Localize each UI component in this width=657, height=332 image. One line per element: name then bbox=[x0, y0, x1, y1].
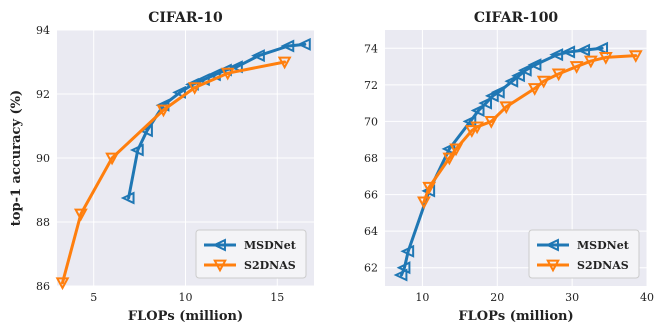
data-point-s2dnas bbox=[220, 67, 235, 81]
x-tick-label: 40 bbox=[640, 291, 654, 304]
data-point-s2dnas bbox=[442, 152, 457, 166]
data-point-s2dnas bbox=[277, 56, 292, 70]
legend-swatch-marker bbox=[545, 238, 559, 252]
data-point-s2dnas bbox=[422, 181, 437, 195]
data-point-msdnet bbox=[490, 85, 505, 99]
y-tick-label: 72 bbox=[364, 79, 378, 92]
data-point-s2dnas bbox=[156, 104, 171, 118]
y-tick-label: 70 bbox=[364, 115, 378, 128]
x-axis-title: FLOPs (million) bbox=[128, 309, 243, 324]
data-point-s2dnas bbox=[484, 116, 499, 129]
data-point-msdnet bbox=[120, 191, 135, 205]
data-point-msdnet bbox=[396, 261, 411, 275]
data-point-msdnet bbox=[527, 58, 542, 72]
legend-swatch-marker bbox=[213, 259, 227, 273]
chart-panel-0: 5 10 15 86 88 90 92 94 CIFAR-10 FLOPs (million) to… bbox=[9, 10, 314, 324]
chart-title: CIFAR-10 bbox=[148, 10, 223, 26]
y-tick-label: 86 bbox=[36, 280, 50, 293]
data-point-msdnet bbox=[296, 37, 311, 51]
legend-label-msdnet: MSDNet bbox=[244, 239, 297, 252]
x-tick-label: 20 bbox=[490, 291, 504, 304]
data-point-s2dnas bbox=[536, 75, 551, 89]
x-axis-title: FLOPs (million) bbox=[458, 309, 573, 324]
series-line-s2dnas bbox=[61, 60, 287, 285]
legend-label-msdnet: MSDNet bbox=[577, 239, 630, 252]
data-point-s2dnas bbox=[449, 143, 464, 157]
x-tick-label: 15 bbox=[270, 291, 284, 304]
legend-label-s2dnas: S2DNAS bbox=[244, 259, 296, 272]
y-tick-label: 90 bbox=[36, 152, 50, 165]
data-point-s2dnas bbox=[73, 208, 88, 222]
data-point-msdnet bbox=[470, 103, 485, 117]
y-tick-label: 92 bbox=[36, 88, 50, 101]
data-point-msdnet bbox=[139, 124, 153, 138]
data-point-s2dnas bbox=[499, 101, 514, 115]
data-point-msdnet bbox=[517, 63, 532, 77]
legend-swatch-marker bbox=[212, 238, 226, 252]
data-point-msdnet bbox=[207, 68, 221, 82]
data-point-msdnet bbox=[484, 89, 499, 103]
data-point-s2dnas bbox=[527, 83, 542, 96]
data-point-s2dnas bbox=[470, 121, 484, 135]
x-tick-label: 10 bbox=[179, 291, 193, 304]
series-line-s2dnas bbox=[422, 54, 638, 204]
data-point-msdnet bbox=[462, 114, 477, 128]
data-point-msdnet bbox=[549, 48, 564, 62]
y-tick-label: 64 bbox=[364, 225, 378, 238]
chart-title: CIFAR-100 bbox=[474, 10, 559, 26]
data-point-s2dnas bbox=[569, 61, 584, 74]
data-point-s2dnas bbox=[417, 196, 431, 210]
data-point-s2dnas bbox=[55, 277, 70, 291]
data-point-msdnet bbox=[576, 43, 591, 57]
data-point-s2dnas bbox=[187, 82, 202, 95]
series-line-msdnet bbox=[127, 42, 307, 200]
data-point-s2dnas bbox=[105, 152, 119, 166]
data-point-msdnet bbox=[280, 39, 295, 53]
data-point-s2dnas bbox=[551, 68, 566, 82]
y-tick-label: 62 bbox=[364, 262, 378, 275]
data-point-msdnet bbox=[478, 96, 493, 110]
y-tick-label: 94 bbox=[36, 24, 50, 37]
data-point-msdnet bbox=[504, 74, 519, 88]
y-tick-label: 66 bbox=[364, 189, 378, 202]
data-point-s2dnas bbox=[628, 50, 643, 63]
y-tick-label: 74 bbox=[364, 42, 378, 55]
data-point-s2dnas bbox=[583, 55, 598, 69]
chart-panel-1: 10 20 30 40 62 64 66 68 70 72 74 CIFAR-100 FLOPs (mi… bbox=[364, 10, 654, 324]
legend: MSDNet S2DNAS bbox=[195, 229, 307, 279]
data-point-msdnet bbox=[172, 85, 186, 99]
y-tick-label: 68 bbox=[364, 152, 378, 165]
data-point-msdnet bbox=[594, 41, 609, 55]
legend-label-s2dnas: S2DNAS bbox=[577, 259, 629, 272]
y-axis-title: top-1 accuracy (%) bbox=[9, 90, 24, 226]
x-tick-label: 10 bbox=[415, 291, 429, 304]
data-point-msdnet bbox=[251, 49, 265, 63]
data-point-msdnet bbox=[129, 143, 144, 157]
legend: MSDNet S2DNAS bbox=[528, 229, 640, 279]
x-tick-label: 30 bbox=[565, 291, 579, 304]
data-point-s2dnas bbox=[464, 125, 479, 138]
data-point-msdnet bbox=[561, 45, 576, 59]
data-point-msdnet bbox=[393, 268, 408, 282]
data-point-msdnet bbox=[400, 244, 415, 258]
y-tick-label: 88 bbox=[36, 216, 50, 229]
data-point-s2dnas bbox=[598, 52, 613, 65]
x-tick-label: 5 bbox=[90, 291, 97, 304]
data-point-msdnet bbox=[196, 73, 210, 87]
data-point-msdnet bbox=[511, 69, 525, 83]
data-point-msdnet bbox=[229, 60, 243, 74]
legend-swatch-marker bbox=[546, 259, 560, 273]
